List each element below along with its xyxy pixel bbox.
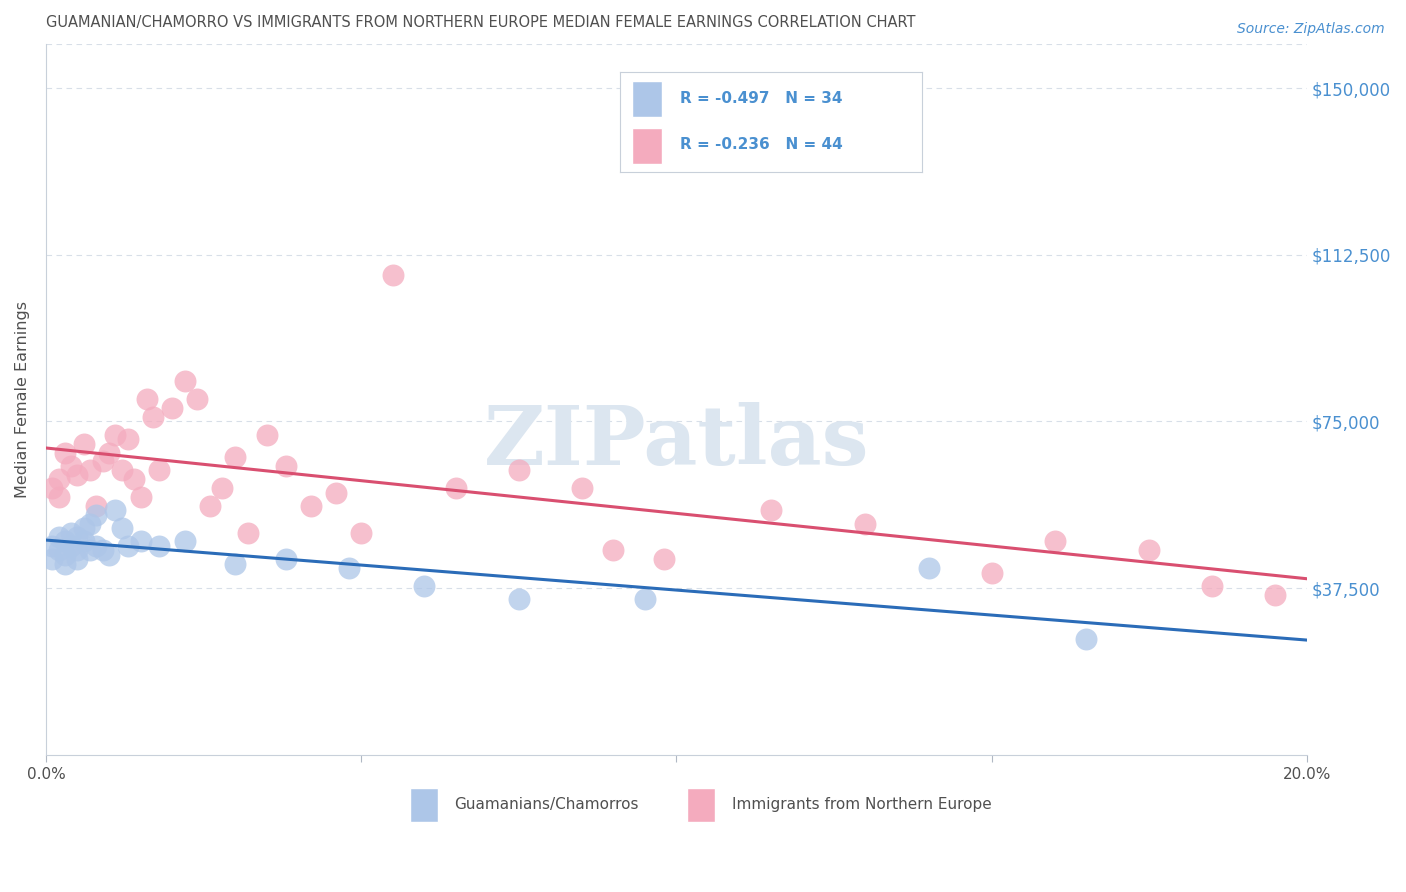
Text: GUAMANIAN/CHAMORRO VS IMMIGRANTS FROM NORTHERN EUROPE MEDIAN FEMALE EARNINGS COR: GUAMANIAN/CHAMORRO VS IMMIGRANTS FROM NO… <box>46 15 915 30</box>
Point <box>350 525 373 540</box>
Point <box>86 499 108 513</box>
Point <box>60 539 83 553</box>
Point <box>117 432 139 446</box>
Point <box>66 543 89 558</box>
Point <box>91 543 114 558</box>
Point <box>1201 579 1223 593</box>
Point <box>198 499 221 513</box>
Point <box>444 481 467 495</box>
Point <box>86 508 108 522</box>
Point <box>98 548 121 562</box>
Point <box>135 392 157 407</box>
Point <box>86 539 108 553</box>
Point <box>53 445 76 459</box>
Point <box>66 467 89 482</box>
Point <box>91 454 114 468</box>
Point <box>186 392 208 407</box>
Point <box>73 521 96 535</box>
Point <box>111 521 134 535</box>
Point <box>66 552 89 566</box>
Point <box>571 481 593 495</box>
Point <box>41 481 63 495</box>
Text: Source: ZipAtlas.com: Source: ZipAtlas.com <box>1237 22 1385 37</box>
Point <box>148 463 170 477</box>
Point <box>274 552 297 566</box>
Point <box>53 534 76 549</box>
Point <box>41 552 63 566</box>
Point <box>111 463 134 477</box>
Point <box>122 472 145 486</box>
Point <box>129 490 152 504</box>
Point <box>79 543 101 558</box>
Point <box>173 375 195 389</box>
Point <box>66 530 89 544</box>
Point <box>508 463 530 477</box>
Point <box>855 516 877 531</box>
Point <box>325 485 347 500</box>
Point <box>129 534 152 549</box>
Point <box>759 503 782 517</box>
Point <box>48 530 70 544</box>
Point <box>160 401 183 416</box>
Point <box>117 539 139 553</box>
Point <box>60 458 83 473</box>
Point <box>1043 534 1066 549</box>
Point <box>98 445 121 459</box>
Point <box>41 539 63 553</box>
Point <box>48 543 70 558</box>
Point <box>381 268 404 282</box>
Point <box>1264 588 1286 602</box>
Point <box>634 592 657 607</box>
Point <box>148 539 170 553</box>
Point <box>211 481 233 495</box>
Point <box>48 490 70 504</box>
Point <box>652 552 675 566</box>
Point <box>256 427 278 442</box>
Point <box>104 503 127 517</box>
Point <box>274 458 297 473</box>
Text: ZIPatlas: ZIPatlas <box>484 402 869 482</box>
Point <box>73 534 96 549</box>
Point <box>508 592 530 607</box>
Point <box>980 566 1002 580</box>
Point <box>413 579 436 593</box>
Point <box>224 450 246 464</box>
Point <box>79 463 101 477</box>
Point <box>236 525 259 540</box>
Point <box>1074 632 1097 647</box>
Point <box>917 561 939 575</box>
Point <box>79 516 101 531</box>
Point <box>173 534 195 549</box>
Point <box>53 548 76 562</box>
Point <box>73 436 96 450</box>
Point <box>224 557 246 571</box>
Point <box>48 472 70 486</box>
Point <box>337 561 360 575</box>
Point <box>142 409 165 424</box>
Point <box>53 557 76 571</box>
Point <box>1137 543 1160 558</box>
Point <box>602 543 624 558</box>
Y-axis label: Median Female Earnings: Median Female Earnings <box>15 301 30 498</box>
Point <box>299 499 322 513</box>
Point <box>60 525 83 540</box>
Point <box>104 427 127 442</box>
